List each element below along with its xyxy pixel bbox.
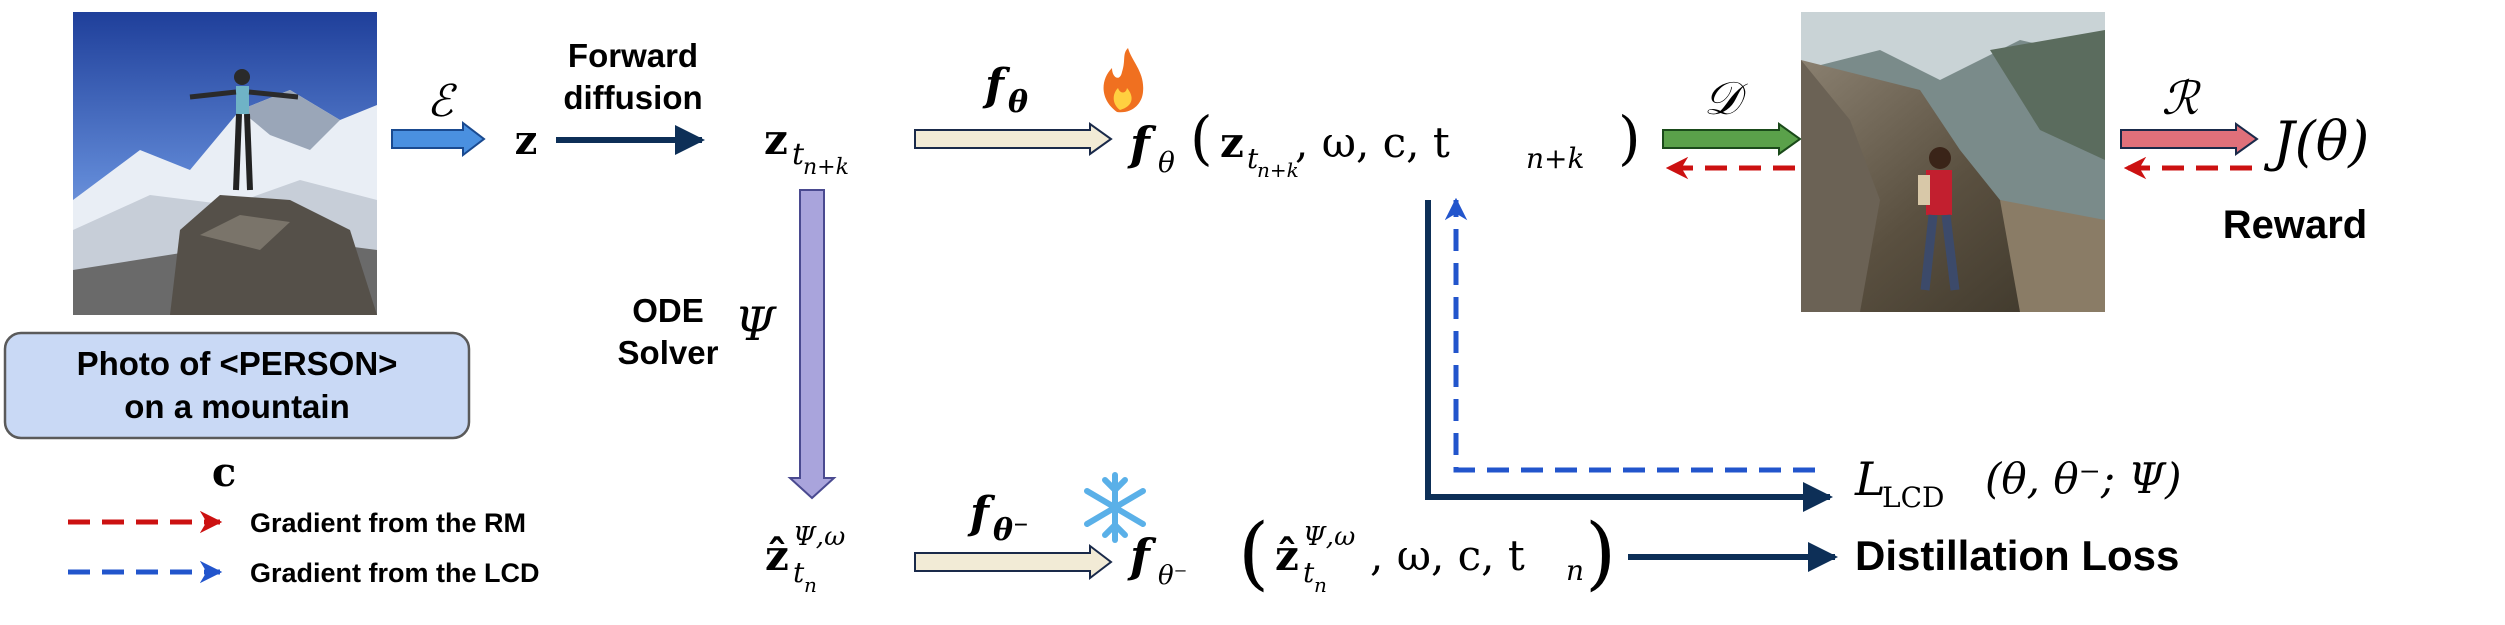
svg-text:(: ( — [1190, 104, 1213, 172]
f-theta-minus-expression: f θ⁻ ( ẑ Ψ,ω t n , ω, c, t n ) — [1127, 506, 1616, 599]
svg-text:): ) — [1585, 506, 1616, 599]
decoder-arrow — [1662, 122, 1802, 156]
condition-symbol: c — [212, 449, 236, 496]
forward-label-2: diffusion — [563, 79, 702, 116]
latent-z-tnk: z t n+k — [764, 115, 849, 180]
legend: Gradient from the RM Gradient from the L… — [68, 508, 540, 588]
reward-model-symbol: ℛ — [2162, 71, 2202, 125]
svg-text:Gradient from the LCD: Gradient from the LCD — [250, 558, 540, 588]
f-theta-arrow — [914, 122, 1113, 156]
reward-label: Reward — [2223, 203, 2368, 247]
distillation-loss-label: Distillation Loss — [1855, 532, 2179, 579]
legend-item-lcd: Gradient from the LCD — [68, 558, 540, 588]
svg-text:n+k: n+k — [803, 155, 849, 180]
svg-text:f: f — [967, 488, 996, 539]
online-to-loss-arrow — [1425, 200, 1833, 512]
svg-text:z: z — [764, 115, 788, 164]
svg-text:ẑ: ẑ — [1275, 531, 1299, 580]
svg-text:Gradient from the RM: Gradient from the RM — [250, 508, 526, 538]
svg-text:t: t — [1247, 142, 1259, 175]
svg-text:(: ( — [1238, 506, 1269, 599]
f-theta-label: f θ — [982, 60, 1028, 120]
fire-icon — [1103, 48, 1144, 113]
svg-text:Ψ,ω: Ψ,ω — [793, 522, 845, 552]
svg-text:θ: θ — [1158, 146, 1175, 179]
svg-text:z: z — [1220, 118, 1244, 167]
f-theta-minus-arrow — [914, 543, 1113, 581]
svg-text:f: f — [1127, 117, 1157, 171]
input-photo — [73, 12, 377, 315]
svg-text:n: n — [1314, 573, 1327, 597]
f-theta-minus-label: f θ⁻ — [967, 488, 1029, 548]
psi-symbol: Ψ — [735, 297, 777, 351]
svg-text:θ⁻: θ⁻ — [1158, 561, 1187, 591]
ode-label-2: Solver — [618, 334, 719, 371]
svg-text:, ω, c, t: , ω, c, t — [1295, 118, 1450, 167]
lcd-loss-expression: L LCD (θ, θ⁻; Ψ) — [1854, 452, 2182, 514]
encoder-arrow — [391, 120, 486, 158]
svg-text:, ω, c, t: , ω, c, t — [1370, 531, 1525, 580]
hiker-icon — [1918, 147, 1960, 291]
svg-text:): ) — [1618, 104, 1641, 172]
person-icon — [189, 69, 299, 191]
prompt-box: Photo of <PERSON> on a mountain — [3, 331, 471, 440]
encoder-symbol: ℰ — [427, 76, 458, 127]
forward-label-1: Forward — [568, 37, 698, 74]
svg-text:f: f — [1127, 529, 1157, 583]
svg-text:Ψ,ω: Ψ,ω — [1303, 522, 1355, 552]
reward-model-arrow — [2120, 122, 2259, 156]
svg-text:n: n — [1566, 554, 1584, 587]
ode-label-1: ODE — [632, 292, 704, 329]
svg-text:ẑ: ẑ — [765, 531, 789, 580]
svg-text:θ⁻: θ⁻ — [993, 513, 1029, 548]
f-theta-expression: f θ ( z t n+k , ω, c, t n+k ) — [1127, 104, 1641, 182]
svg-text:t: t — [1303, 556, 1315, 589]
svg-text:L: L — [1854, 452, 1886, 506]
legend-item-rm: Gradient from the RM — [68, 508, 526, 538]
svg-text:(θ, θ⁻; Ψ): (θ, θ⁻; Ψ) — [1985, 454, 2182, 503]
prompt-line-1: Photo of <PERSON> — [77, 345, 398, 382]
snowflake-icon — [1084, 472, 1146, 543]
lcd-gradient-arrow — [1444, 197, 1815, 473]
svg-text:θ: θ — [1008, 85, 1028, 120]
objective-j-theta: J(θ) — [2263, 110, 2369, 173]
generated-photo — [1801, 12, 2105, 312]
svg-text:n: n — [804, 573, 817, 597]
svg-text:t: t — [793, 556, 805, 589]
prompt-line-2: on a mountain — [124, 388, 350, 425]
svg-text:LCD: LCD — [1882, 481, 1944, 514]
decoder-symbol: 𝒟 — [1704, 71, 1749, 125]
zhat-tn: ẑ Ψ,ω t n — [765, 522, 845, 597]
svg-text:f: f — [982, 60, 1011, 111]
svg-text:n+k: n+k — [1257, 158, 1299, 182]
latent-z: z — [515, 117, 538, 164]
svg-text:t: t — [792, 137, 805, 172]
svg-text:n+k: n+k — [1526, 142, 1584, 175]
ode-solver-arrow — [787, 189, 837, 500]
